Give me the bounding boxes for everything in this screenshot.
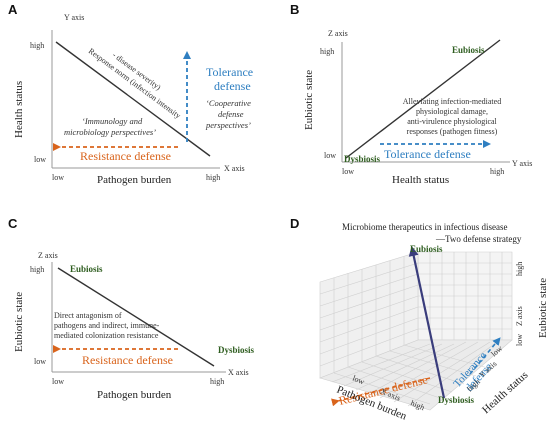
panel-c-x-axis-title: X axis: [228, 368, 249, 377]
panel-b-dysbiosis: Dysbiosis: [344, 154, 381, 164]
panel-d-title-line2: —Two defense strategy: [435, 234, 522, 244]
panel-a-xlabel: Pathogen burden: [97, 174, 172, 186]
panel-b-xlabel: Health status: [392, 174, 449, 186]
panel-d-main-arrow: [408, 246, 446, 399]
panel-a-norm-line1: Response norm (infection intensity: [87, 46, 183, 120]
panel-a-immunology2: microbiology perspectives’: [64, 127, 156, 137]
panel-a-y-low: low: [34, 155, 46, 164]
panel-a-x-axis-title: X axis: [224, 164, 245, 173]
panel-d-z-axis-title: Z axis: [515, 306, 524, 326]
panel-c-xlabel: Pathogen burden: [97, 389, 172, 401]
panel-c-dysbiosis: Dysbiosis: [218, 345, 255, 355]
panel-d-zlabel: Eubiotic state: [537, 278, 549, 338]
panel-a-response-norm-line: [55, 41, 211, 157]
panel-d: D Microbiome therapeutics in infectious …: [290, 216, 549, 423]
panel-b-z-low: low: [324, 151, 336, 160]
panel-c-note2: pathogens and indirect, immune-: [54, 321, 160, 330]
panel-a-tolerance-label1: Tolerance: [206, 65, 253, 79]
panel-a-immunology1: ‘Immunology and: [82, 116, 143, 126]
panel-b-z-axis-title: Z axis: [328, 29, 348, 38]
panel-d-title-line1: Microbiome therapeutics in infectious di…: [342, 222, 507, 232]
panel-c-z-axis-title: Z axis: [38, 251, 58, 260]
panel-b: B Z axis Y axis high low low high Eubiot…: [290, 2, 532, 186]
panel-d-dysbiosis: Dysbiosis: [438, 395, 475, 405]
panel-a-x-low: low: [52, 173, 64, 182]
panel-b-state-line: [345, 39, 501, 159]
panel-b-ylabel: Eubiotic state: [303, 70, 315, 130]
panel-c-state-line: [57, 267, 215, 367]
panel-c-z-high: high: [30, 265, 44, 274]
panel-a-tolerance-label2: defense: [214, 79, 251, 93]
panel-d-resistance-arrow: [331, 377, 431, 407]
panel-d-z-high: high: [515, 262, 524, 276]
panel-b-z-high: high: [320, 47, 334, 56]
panel-c-ylabel: Eubiotic state: [13, 292, 25, 352]
panel-b-tolerance-label: Tolerance defense: [384, 147, 471, 161]
panel-b-note3: anti-virulence physiological: [407, 117, 497, 126]
panel-d-3d-grid: [319, 251, 513, 411]
panel-d-eubiosis: Eubiosis: [410, 244, 443, 254]
panel-b-y-axis-title: Y axis: [512, 159, 532, 168]
panel-b-note2: physiological damage,: [416, 107, 488, 116]
panel-c-note1: Direct antagonism of: [54, 311, 122, 320]
panel-b-letter: B: [290, 2, 299, 17]
panel-a-y-high: high: [30, 41, 44, 50]
panel-b-eubiosis: Eubiosis: [452, 45, 485, 55]
panel-c-note3: mediated colonization resistance: [54, 331, 159, 340]
panel-b-note1: Alleviating infection-mediated: [403, 97, 501, 106]
panel-b-y-high: high: [490, 167, 504, 176]
panel-c-x-low: low: [52, 377, 64, 386]
panel-a-coop1: ‘Cooperative: [206, 98, 251, 108]
panel-d-x-low: low: [351, 374, 366, 387]
panel-b-y-low: low: [342, 167, 354, 176]
panel-a-coop3: perspectives’: [205, 120, 251, 130]
panel-a-coop2: defense: [218, 109, 244, 119]
panel-c-x-high: high: [210, 377, 224, 386]
panel-a-ylabel: Health status: [13, 81, 25, 138]
panel-d-letter: D: [290, 216, 299, 231]
panel-a-letter: A: [8, 2, 18, 17]
panel-b-note4: responses (pathogen fitness): [407, 127, 498, 136]
panel-a-x-high: high: [206, 173, 220, 182]
panel-a: A Y axis X axis high low low high Health…: [8, 2, 253, 186]
panel-a-y-axis-title: Y axis: [64, 13, 84, 22]
panel-c-resistance-label: Resistance defense: [82, 353, 173, 367]
panel-d-tolerance-arrow: [469, 337, 501, 375]
panel-c-letter: C: [8, 216, 18, 231]
panel-c: C Z axis X axis high low low high Eubiot…: [8, 216, 255, 401]
panel-c-z-low: low: [34, 357, 46, 366]
panel-c-eubiosis: Eubiosis: [70, 264, 103, 274]
panel-d-z-low: low: [515, 334, 524, 346]
panel-a-resistance-label: Resistance defense: [80, 149, 171, 163]
